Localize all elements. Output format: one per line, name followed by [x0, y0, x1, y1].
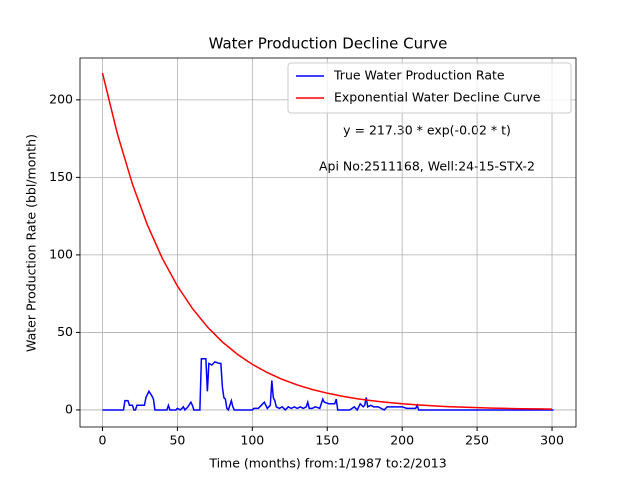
y-tick-label: 50	[57, 324, 73, 339]
x-tick-label: 300	[540, 433, 564, 448]
data-line	[102, 358, 554, 412]
legend-box	[287, 62, 572, 114]
x-tick-label: 200	[390, 433, 414, 448]
x-axis-label: Time (months) from:1/1987 to:2/2013	[208, 456, 446, 471]
x-tick-label: 0	[99, 433, 107, 448]
y-axis-label: Water Production Rate (bbl/month)	[24, 134, 39, 352]
annotation: Api No:2511168, Well:24-15-STX-2	[319, 159, 535, 174]
annotation: y = 217.30 * exp(-0.02 * t)	[343, 123, 511, 138]
legend-label: True Water Production Rate	[333, 68, 505, 83]
legend-label: Exponential Water Decline Curve	[334, 90, 541, 105]
y-tick-label: 0	[65, 401, 73, 416]
x-tick-label: 150	[315, 433, 339, 448]
y-tick-label: 200	[49, 91, 73, 106]
x-tick-label: 250	[465, 433, 489, 448]
chart-title: Water Production Decline Curve	[209, 35, 448, 53]
x-tick-label: 100	[240, 433, 264, 448]
plot-frame	[79, 57, 577, 428]
y-tick-label: 100	[49, 246, 73, 261]
data-line	[101, 72, 553, 410]
y-tick-label: 150	[49, 169, 73, 184]
x-tick-label: 50	[169, 433, 185, 448]
